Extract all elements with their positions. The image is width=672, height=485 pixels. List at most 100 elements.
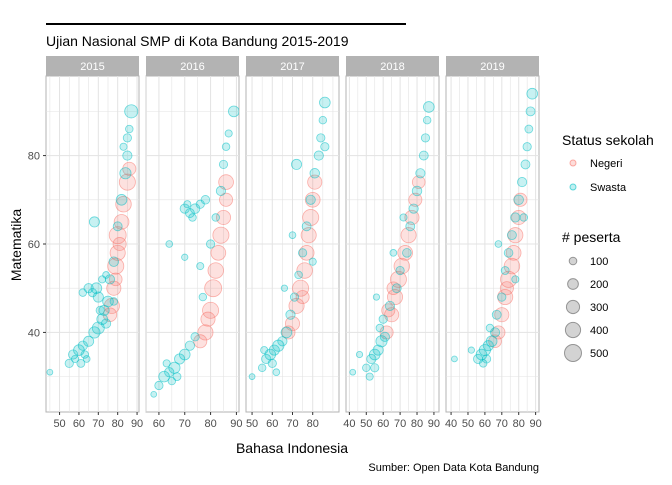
data-point-swasta: [90, 282, 103, 294]
data-point-swasta: [215, 185, 226, 197]
facet-strip: [146, 56, 239, 76]
data-point-swasta: [124, 104, 139, 119]
data-point-swasta: [104, 274, 115, 285]
x-tick-label: 60: [73, 418, 85, 430]
data-point-negeri: [393, 257, 410, 275]
data-point-negeri: [106, 280, 122, 296]
points-layer: [349, 101, 435, 381]
data-point-swasta: [519, 213, 528, 222]
data-point-swasta: [257, 363, 267, 372]
data-point-swasta: [422, 116, 432, 125]
data-point-swasta: [280, 326, 293, 339]
x-tick-label: 50: [462, 418, 474, 430]
data-point-swasta: [522, 142, 532, 152]
data-point-swasta: [77, 340, 88, 351]
facet-strip-label: 2016: [180, 61, 204, 73]
data-point-swasta: [188, 213, 197, 222]
data-point-swasta: [500, 266, 510, 275]
size-legend-label: 200: [590, 279, 608, 291]
data-point-negeri: [204, 279, 223, 298]
x-tick-label: 60: [479, 418, 491, 430]
x-tick-label: 80: [112, 418, 124, 430]
data-point-swasta: [198, 292, 208, 302]
data-point-swasta: [513, 194, 524, 205]
data-point-swasta: [178, 348, 191, 361]
y-tick-label: 60: [28, 239, 40, 251]
x-tick-label: 50: [360, 418, 372, 430]
data-point-swasta: [491, 309, 502, 320]
data-point-swasta: [467, 346, 475, 354]
data-point-negeri: [193, 334, 208, 349]
data-point-swasta: [489, 327, 501, 338]
data-point-swasta: [372, 293, 381, 301]
data-point-swasta: [288, 231, 297, 239]
data-point-swasta: [211, 213, 220, 222]
size-legend-label: 300: [590, 302, 608, 314]
facet-panel: 2019 40 50 60 70 80 90: [445, 56, 542, 430]
size-legend-key: [564, 321, 582, 339]
data-point-swasta: [172, 372, 182, 382]
data-point-swasta: [83, 335, 95, 347]
chart-caption: Sumber: Open Data Kota Bandung: [368, 462, 539, 474]
data-point-swasta: [309, 168, 320, 179]
data-point-negeri: [411, 175, 426, 189]
data-point-negeri: [207, 262, 224, 279]
data-point-swasta: [355, 350, 364, 359]
data-point-swasta: [389, 249, 398, 257]
data-point-swasta: [82, 355, 91, 363]
data-point-swasta: [482, 354, 492, 364]
data-point-negeri: [284, 316, 301, 332]
data-point-swasta: [285, 309, 296, 320]
data-point-swasta: [391, 283, 402, 294]
data-point-swasta: [372, 344, 384, 356]
points-layer: [248, 96, 331, 380]
data-point-swasta: [272, 368, 281, 377]
data-point-swasta: [451, 355, 458, 363]
data-point-negeri: [488, 334, 502, 349]
data-point-swasta: [308, 257, 317, 266]
data-point-swasta: [92, 291, 104, 303]
data-point-swasta: [122, 150, 133, 161]
x-tick-label: 70: [92, 418, 104, 430]
data-point-swasta: [301, 221, 312, 232]
size-legend-key: [567, 278, 579, 290]
data-point-swasta: [162, 359, 171, 368]
data-point-swasta: [408, 203, 419, 214]
size-legend-label: 400: [590, 325, 608, 337]
data-point-swasta: [112, 221, 123, 232]
x-tick-label: 70: [394, 418, 406, 430]
data-point-swasta: [190, 332, 200, 342]
x-tick-label: 90: [131, 418, 143, 430]
facet-strip: [446, 56, 539, 76]
data-point-negeri: [292, 279, 310, 297]
x-tick-label: 90: [428, 418, 440, 430]
data-point-negeri: [219, 192, 234, 207]
legend-label-swasta: Swasta: [590, 182, 627, 194]
data-point-swasta: [183, 200, 192, 209]
data-point-swasta: [64, 358, 74, 368]
data-point-swasta: [101, 318, 112, 329]
data-point-swasta: [362, 363, 371, 372]
data-point-swasta: [228, 105, 239, 118]
x-axis-label: Bahasa Indonesia: [236, 440, 348, 456]
color-legend-title: Status sekolah: [562, 132, 654, 148]
data-point-swasta: [319, 96, 331, 109]
data-point-swasta: [80, 350, 89, 359]
data-point-negeri: [200, 311, 216, 327]
legend-label-negeri: Negeri: [590, 158, 622, 170]
data-point-swasta: [76, 358, 86, 368]
x-tick-label: 80: [204, 418, 216, 430]
data-point-negeri: [384, 307, 400, 323]
size-legend-label: 100: [590, 256, 608, 268]
size-legend-key: [564, 344, 582, 362]
data-point-negeri: [295, 290, 310, 305]
data-point-negeri: [215, 209, 232, 225]
x-tick-label: 70: [496, 418, 508, 430]
data-point-swasta: [102, 271, 110, 279]
x-tick-label: 50: [53, 418, 65, 430]
facet-strip: [46, 56, 139, 76]
data-point-swasta: [365, 372, 374, 381]
data-point-negeri: [197, 324, 214, 341]
data-point-swasta: [507, 230, 517, 241]
